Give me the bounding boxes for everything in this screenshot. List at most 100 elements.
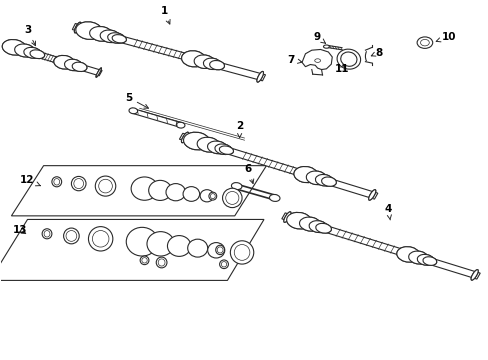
Ellipse shape <box>187 239 207 257</box>
Ellipse shape <box>416 255 433 265</box>
Ellipse shape <box>74 179 83 189</box>
Ellipse shape <box>219 146 233 154</box>
Ellipse shape <box>194 55 214 68</box>
Ellipse shape <box>308 221 327 233</box>
Ellipse shape <box>269 194 280 201</box>
Ellipse shape <box>283 212 290 222</box>
Ellipse shape <box>112 35 126 43</box>
Ellipse shape <box>24 48 41 58</box>
Ellipse shape <box>64 59 82 71</box>
Ellipse shape <box>207 141 227 154</box>
Ellipse shape <box>15 44 35 57</box>
Ellipse shape <box>52 177 61 187</box>
Ellipse shape <box>72 62 87 72</box>
Ellipse shape <box>293 167 317 183</box>
Ellipse shape <box>74 22 81 33</box>
Ellipse shape <box>231 183 242 190</box>
Ellipse shape <box>183 132 209 150</box>
Polygon shape <box>72 23 265 81</box>
Text: 5: 5 <box>124 93 148 108</box>
Ellipse shape <box>74 22 81 33</box>
Ellipse shape <box>283 212 290 222</box>
Ellipse shape <box>321 177 336 186</box>
Ellipse shape <box>408 251 427 264</box>
Ellipse shape <box>286 212 311 229</box>
Ellipse shape <box>95 176 116 196</box>
Ellipse shape <box>112 35 126 43</box>
Text: 9: 9 <box>312 32 325 43</box>
Ellipse shape <box>100 30 120 42</box>
Ellipse shape <box>230 241 253 264</box>
Text: 6: 6 <box>244 164 253 184</box>
Ellipse shape <box>219 146 233 154</box>
Ellipse shape <box>107 33 124 43</box>
Ellipse shape <box>308 221 327 233</box>
Ellipse shape <box>368 190 375 200</box>
Ellipse shape <box>4 40 9 50</box>
Ellipse shape <box>209 60 224 70</box>
Polygon shape <box>179 133 377 199</box>
Ellipse shape <box>30 50 44 59</box>
Ellipse shape <box>323 45 329 48</box>
Ellipse shape <box>422 257 436 265</box>
Ellipse shape <box>208 192 216 200</box>
Ellipse shape <box>89 27 112 41</box>
Ellipse shape <box>315 223 331 233</box>
Ellipse shape <box>215 144 231 154</box>
Ellipse shape <box>96 68 102 77</box>
Ellipse shape <box>368 190 375 200</box>
Ellipse shape <box>207 243 224 258</box>
Ellipse shape <box>416 255 433 265</box>
Ellipse shape <box>181 51 205 67</box>
Ellipse shape <box>147 231 174 256</box>
Ellipse shape <box>54 55 74 69</box>
Ellipse shape <box>71 176 86 191</box>
Ellipse shape <box>234 244 249 260</box>
Ellipse shape <box>2 40 26 55</box>
Text: 7: 7 <box>287 55 301 65</box>
Ellipse shape <box>315 175 332 186</box>
Ellipse shape <box>131 177 158 200</box>
Ellipse shape <box>286 212 311 229</box>
Ellipse shape <box>54 179 60 185</box>
Ellipse shape <box>89 27 112 41</box>
Ellipse shape <box>54 55 74 69</box>
Ellipse shape <box>293 167 317 183</box>
Ellipse shape <box>156 257 166 268</box>
Ellipse shape <box>24 48 41 58</box>
Polygon shape <box>302 49 331 69</box>
Ellipse shape <box>422 257 436 265</box>
Ellipse shape <box>181 132 188 143</box>
Ellipse shape <box>30 50 44 59</box>
Ellipse shape <box>181 51 205 67</box>
Text: 2: 2 <box>236 121 243 138</box>
Ellipse shape <box>215 144 231 154</box>
Text: 10: 10 <box>435 32 456 42</box>
Text: 3: 3 <box>24 25 36 46</box>
Ellipse shape <box>408 251 427 264</box>
Ellipse shape <box>99 179 112 193</box>
Ellipse shape <box>100 30 120 42</box>
Ellipse shape <box>66 230 77 241</box>
Ellipse shape <box>299 217 320 231</box>
Text: 8: 8 <box>370 48 382 58</box>
Ellipse shape <box>200 190 213 202</box>
Ellipse shape <box>203 58 221 69</box>
Ellipse shape <box>4 40 9 50</box>
Ellipse shape <box>167 235 190 256</box>
Polygon shape <box>281 213 479 279</box>
Ellipse shape <box>222 188 242 208</box>
Ellipse shape <box>107 33 124 43</box>
Ellipse shape <box>420 40 428 46</box>
Ellipse shape <box>129 108 137 114</box>
Polygon shape <box>11 166 266 216</box>
Ellipse shape <box>209 60 224 70</box>
Ellipse shape <box>340 52 356 66</box>
Ellipse shape <box>256 71 263 82</box>
Ellipse shape <box>148 180 171 201</box>
Text: 13: 13 <box>13 225 27 235</box>
Ellipse shape <box>15 44 35 57</box>
Ellipse shape <box>396 247 419 262</box>
Ellipse shape <box>470 270 477 280</box>
Ellipse shape <box>140 256 149 265</box>
